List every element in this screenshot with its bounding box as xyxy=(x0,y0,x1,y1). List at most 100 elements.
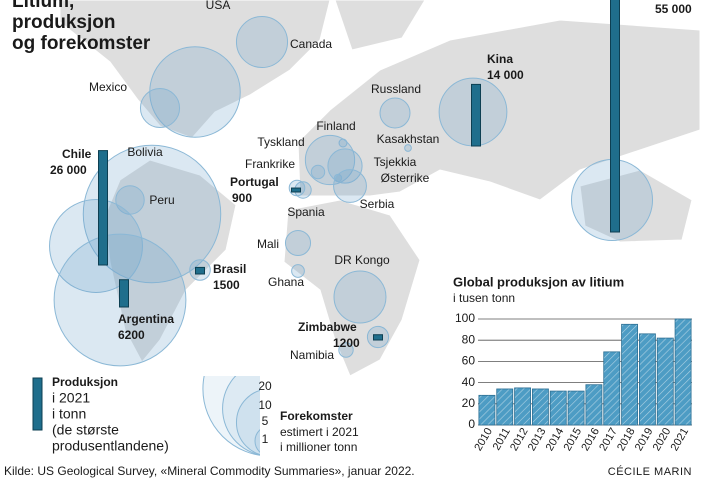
legend-circle xyxy=(202,376,260,456)
reserve-circle xyxy=(291,264,305,278)
title-line: Litium, xyxy=(12,0,74,12)
country-label: Mali xyxy=(257,237,279,251)
production-bar xyxy=(610,0,620,233)
title-line: og forekomster xyxy=(12,33,151,54)
legend-circle xyxy=(222,376,260,456)
legend-size-label: 10 xyxy=(258,398,272,412)
legend-title: Forekomster xyxy=(280,409,353,423)
australia xyxy=(579,169,693,243)
bar xyxy=(496,388,514,426)
country-label: Ghana xyxy=(268,275,304,289)
x-tick-label: 2010 xyxy=(472,426,495,453)
producer-name: Brasil xyxy=(213,262,246,276)
bar xyxy=(621,323,639,426)
bar xyxy=(638,333,656,426)
country-label: Tsjekkia xyxy=(374,155,417,169)
reserve-circle xyxy=(284,229,312,257)
bar xyxy=(585,384,603,426)
reserve-circle xyxy=(139,87,181,129)
bar xyxy=(567,390,585,426)
bar xyxy=(603,351,621,426)
country-label: Frankrike xyxy=(245,157,295,171)
country-label: Finland xyxy=(316,119,355,133)
north-america xyxy=(59,0,331,139)
legend-circle xyxy=(254,429,260,453)
legend-size-label: 20 xyxy=(258,379,272,393)
legend-text: (de største xyxy=(52,422,119,438)
legend-size-label: 5 xyxy=(262,414,269,428)
country-label: Tyskland xyxy=(257,135,304,149)
reserve-circle xyxy=(82,144,222,284)
bar xyxy=(478,394,496,426)
legend-text: i 2021 xyxy=(52,390,90,406)
x-tick-label: 2021 xyxy=(669,426,692,453)
production-bar xyxy=(471,83,481,147)
reserve-circle xyxy=(338,342,354,358)
production-bar xyxy=(98,150,108,266)
country-label: Peru xyxy=(149,193,174,207)
source: Kilde: US Geological Survey, «Mineral Co… xyxy=(4,464,415,478)
land xyxy=(59,0,701,377)
reserve-circle xyxy=(149,46,241,138)
producer-value: 55 000 xyxy=(655,2,692,16)
reserve-circle xyxy=(333,270,387,324)
producer-value: 1200 xyxy=(333,336,360,350)
eurasia xyxy=(297,19,701,201)
production-bar xyxy=(119,279,129,308)
production-bar xyxy=(291,187,301,193)
country-label: Østerrike xyxy=(381,171,430,185)
producer-name: Zimbabwe xyxy=(298,320,357,334)
country-label: Mexico xyxy=(89,80,127,94)
legend-size-label: 1 xyxy=(262,432,269,446)
legend-title: Produksjon xyxy=(52,375,118,389)
bar xyxy=(549,390,567,426)
legend-text: estimert i 2021 xyxy=(280,425,359,439)
country-label: Russland xyxy=(371,82,421,96)
title-line: produksjon xyxy=(12,12,115,33)
country-label: Kasakhstan xyxy=(377,132,440,146)
credit: CÉCILE MARIN xyxy=(608,465,692,478)
country-label: Bolivia xyxy=(127,145,163,159)
country-label: Serbia xyxy=(360,197,395,211)
bar xyxy=(531,388,549,426)
producer-value: 900 xyxy=(232,191,252,205)
legend-circles xyxy=(202,376,260,456)
y-tick-label: 80 xyxy=(462,332,476,346)
y-tick-label: 40 xyxy=(462,375,476,389)
producer-name: Argentina xyxy=(118,312,174,326)
producer-name: Portugal xyxy=(230,175,279,189)
y-tick-label: 100 xyxy=(455,311,475,325)
country-label: DR Kongo xyxy=(334,253,390,267)
africa xyxy=(283,199,421,377)
y-tick-label: 20 xyxy=(462,396,476,410)
producer-value: 6200 xyxy=(118,328,145,342)
reserve-circle xyxy=(333,169,367,203)
bar xyxy=(656,337,674,426)
production-bar xyxy=(195,266,205,275)
producer-value: 26 000 xyxy=(50,163,87,177)
reserve-circle xyxy=(379,97,411,129)
legend-text: i tonn xyxy=(52,406,86,422)
legend-text: i millioner tonn xyxy=(280,440,357,454)
y-tick-label: 60 xyxy=(462,354,476,368)
y-tick-label: 0 xyxy=(468,417,475,431)
legend-circle xyxy=(235,389,260,455)
reserve-circle xyxy=(235,15,289,69)
chart-title: Global produksjon av litium xyxy=(453,274,624,289)
producer-name: Chile xyxy=(62,147,92,161)
chart-subtitle: i tusen tonn xyxy=(453,291,515,305)
country-label: Namibia xyxy=(290,348,334,362)
reserve-circle xyxy=(310,164,326,180)
producer-value: 1500 xyxy=(213,278,240,292)
bar xyxy=(674,318,692,426)
producer-value: 14 000 xyxy=(487,68,524,82)
greenland xyxy=(334,0,426,51)
producer-name: Kina xyxy=(487,52,513,66)
legend-bar-sample xyxy=(32,377,43,431)
production-bar xyxy=(373,334,383,341)
legend-text: produsentlandene) xyxy=(52,438,169,454)
country-label: USA xyxy=(206,0,231,12)
country-label: Spania xyxy=(287,205,325,219)
